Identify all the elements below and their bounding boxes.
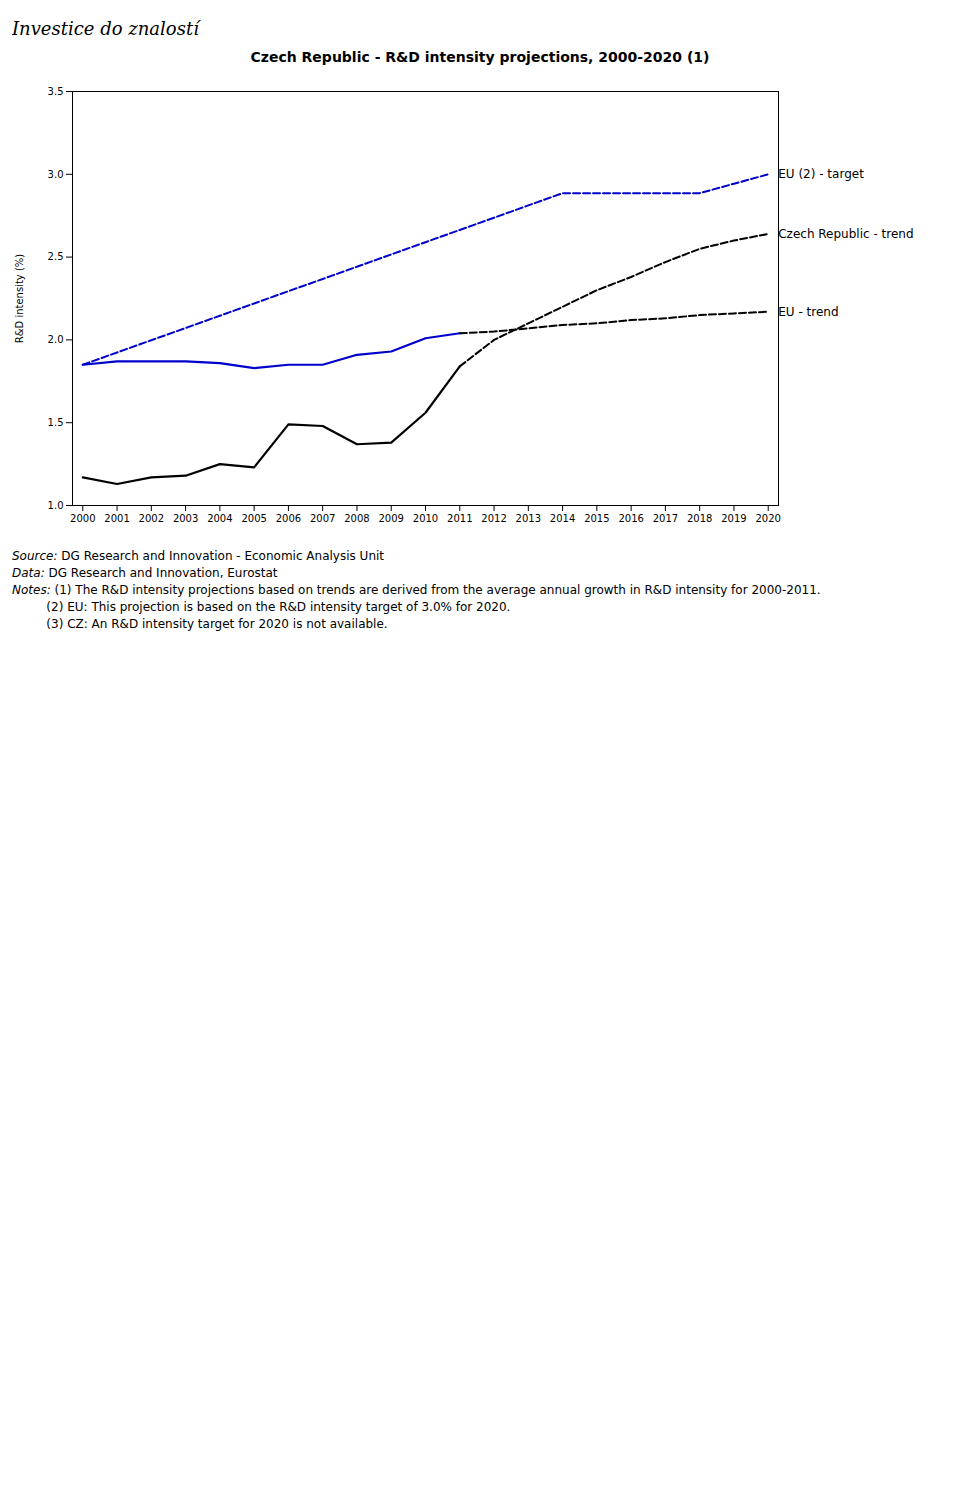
svg-text:EU - trend: EU - trend	[778, 305, 838, 319]
svg-text:R&D intensity (%): R&D intensity (%)	[14, 254, 25, 344]
svg-text:2020: 2020	[755, 513, 780, 524]
html-text:Czech Republic - R&D intensity: Czech Republic - R&D intensity projectio…	[250, 49, 710, 65]
html-text:Investice do znalostí: Investice do znalostí	[12, 18, 199, 39]
svg-text:2010: 2010	[413, 513, 438, 524]
svg-text:2000: 2000	[70, 513, 95, 524]
svg-text:3.0: 3.0	[48, 169, 64, 180]
svg-text:2006: 2006	[276, 513, 301, 524]
svg-text:2.0: 2.0	[48, 334, 64, 345]
svg-text:2003: 2003	[173, 513, 198, 524]
svg-text:2005: 2005	[241, 513, 266, 524]
svg-text:3.5: 3.5	[48, 86, 64, 97]
svg-text:EU (2) - target: EU (2) - target	[778, 167, 864, 181]
html-text:Notes: (1) The R&D intensity p: Notes: (1) The R&D intensity projections…	[12, 583, 821, 597]
svg-text:2004: 2004	[207, 513, 232, 524]
svg-text:2018: 2018	[687, 513, 712, 524]
svg-text:2014: 2014	[550, 513, 575, 524]
svg-text:Czech Republic - trend: Czech Republic - trend	[778, 227, 913, 241]
svg-text:2013: 2013	[516, 513, 541, 524]
svg-text:2001: 2001	[104, 513, 129, 524]
svg-text:2.5: 2.5	[48, 251, 64, 262]
html-text:(2) EU: This projection is bas: (2) EU: This projection is based on the …	[12, 600, 511, 614]
svg-text:2002: 2002	[139, 513, 164, 524]
svg-text:2012: 2012	[481, 513, 506, 524]
svg-text:2011: 2011	[447, 513, 472, 524]
svg-text:2007: 2007	[310, 513, 335, 524]
html-text:(3) CZ: An R&D intensity targe: (3) CZ: An R&D intensity target for 2020…	[12, 617, 388, 631]
svg-text:1.0: 1.0	[48, 500, 64, 511]
svg-text:2019: 2019	[721, 513, 746, 524]
svg-text:1.5: 1.5	[48, 417, 64, 428]
svg-text:2016: 2016	[618, 513, 643, 524]
html-text:Source: DG Research and Innova: Source: DG Research and Innovation - Eco…	[12, 549, 384, 563]
svg-text:2015: 2015	[584, 513, 609, 524]
svg-text:2008: 2008	[344, 513, 369, 524]
svg-text:2017: 2017	[653, 513, 678, 524]
svg-text:2009: 2009	[379, 513, 404, 524]
html-text:Data: DG Research and Innovati: Data: DG Research and Innovation, Eurost…	[12, 566, 278, 580]
